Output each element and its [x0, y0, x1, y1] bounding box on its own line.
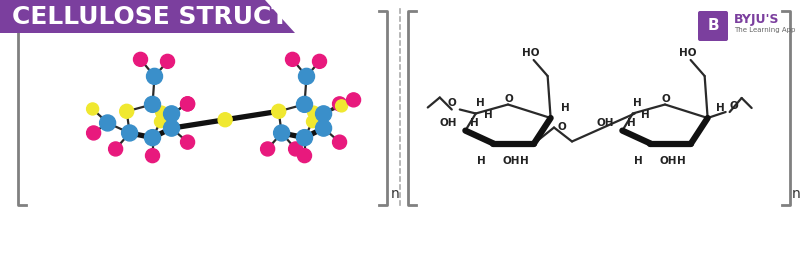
- Circle shape: [155, 106, 167, 118]
- Circle shape: [297, 130, 313, 146]
- Circle shape: [145, 96, 161, 112]
- Circle shape: [313, 54, 326, 68]
- Circle shape: [163, 106, 179, 122]
- Text: H: H: [520, 156, 529, 165]
- Polygon shape: [0, 0, 295, 33]
- Circle shape: [307, 106, 319, 118]
- Circle shape: [274, 125, 290, 141]
- Circle shape: [154, 116, 166, 128]
- Circle shape: [109, 142, 122, 156]
- Text: O: O: [730, 101, 738, 111]
- Text: OH: OH: [660, 156, 677, 165]
- Text: OH: OH: [597, 118, 614, 127]
- Circle shape: [286, 52, 299, 66]
- Text: H: H: [561, 103, 570, 113]
- Circle shape: [145, 130, 161, 146]
- Circle shape: [181, 135, 194, 149]
- Circle shape: [333, 97, 346, 111]
- Circle shape: [315, 106, 331, 122]
- Text: H: H: [641, 111, 650, 120]
- Circle shape: [163, 120, 179, 136]
- Text: O: O: [558, 123, 566, 132]
- Circle shape: [120, 104, 134, 118]
- Circle shape: [218, 113, 232, 127]
- Text: H: H: [476, 99, 485, 108]
- Circle shape: [298, 149, 311, 163]
- Text: H: H: [477, 156, 486, 165]
- Text: O: O: [662, 93, 670, 103]
- Text: HO: HO: [522, 48, 539, 58]
- Circle shape: [100, 115, 116, 131]
- Circle shape: [298, 68, 314, 84]
- Text: CELLULOSE STRUCTURE: CELLULOSE STRUCTURE: [12, 5, 345, 29]
- Text: OH: OH: [502, 156, 520, 165]
- Circle shape: [134, 52, 147, 66]
- Circle shape: [289, 142, 302, 156]
- Circle shape: [161, 54, 174, 68]
- Text: OH: OH: [440, 118, 458, 127]
- Text: BYJU'S: BYJU'S: [734, 13, 779, 26]
- Circle shape: [272, 104, 286, 118]
- Text: H: H: [484, 111, 493, 120]
- Text: The Learning App: The Learning App: [734, 27, 795, 33]
- Circle shape: [335, 100, 347, 112]
- Circle shape: [181, 97, 194, 111]
- Circle shape: [86, 103, 98, 115]
- Circle shape: [346, 93, 361, 107]
- Circle shape: [297, 96, 313, 112]
- Circle shape: [146, 68, 162, 84]
- Circle shape: [333, 135, 346, 149]
- Circle shape: [315, 120, 331, 136]
- Circle shape: [122, 125, 138, 141]
- Circle shape: [306, 116, 318, 128]
- Text: O: O: [447, 97, 456, 108]
- Text: HO: HO: [679, 48, 696, 58]
- Text: H: H: [634, 156, 643, 165]
- Text: H: H: [470, 118, 479, 127]
- Text: H: H: [716, 103, 724, 113]
- Text: n: n: [391, 187, 400, 201]
- Circle shape: [146, 149, 159, 163]
- Circle shape: [261, 142, 274, 156]
- Text: H: H: [678, 156, 686, 165]
- Text: H: H: [627, 118, 636, 127]
- FancyBboxPatch shape: [698, 11, 728, 41]
- Text: B: B: [707, 17, 719, 32]
- Text: H: H: [634, 99, 642, 108]
- Text: O: O: [505, 93, 514, 103]
- Circle shape: [181, 97, 194, 111]
- Text: n: n: [792, 187, 800, 201]
- Circle shape: [86, 126, 101, 140]
